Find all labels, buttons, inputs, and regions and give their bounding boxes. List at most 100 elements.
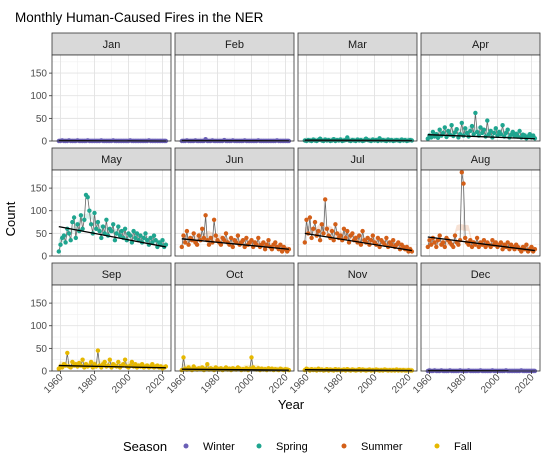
data-point (474, 129, 480, 135)
data-point (321, 231, 326, 236)
data-point (228, 235, 234, 241)
data-point (481, 127, 487, 132)
data-point (488, 244, 493, 250)
data-point (242, 244, 247, 250)
data-point (435, 238, 441, 243)
data-point (384, 235, 389, 241)
trend-line (304, 232, 413, 252)
series-line (58, 193, 167, 252)
x-tick-label: 1960 (165, 372, 189, 396)
data-point (469, 123, 475, 129)
data-point (68, 238, 73, 243)
y-tick-label: 50 (36, 114, 48, 125)
data-point (319, 222, 324, 227)
data-point (469, 244, 475, 250)
facet-strip-label: Feb (225, 39, 244, 51)
data-point (375, 235, 381, 241)
y-tick-label: 0 (41, 137, 47, 148)
x-tick-label: 2020 (513, 372, 537, 396)
data-point (184, 228, 190, 234)
data-point (153, 238, 158, 243)
panel-border (297, 54, 418, 142)
facet-strip-label: Aug (471, 154, 491, 166)
facet-strip-label: Apr (472, 39, 489, 51)
data-point (483, 244, 488, 250)
y-tick-label: 150 (30, 184, 47, 195)
data-point (529, 244, 534, 250)
data-point (181, 233, 186, 238)
x-tick-label: 2020 (390, 372, 414, 396)
data-point (205, 362, 210, 367)
data-point (331, 238, 336, 243)
data-point (71, 215, 77, 220)
data-point (85, 195, 90, 200)
facet-strip-label: Sep (102, 269, 122, 281)
x-tick-label: 1980 (76, 372, 100, 396)
data-point (358, 242, 364, 247)
data-point (116, 359, 121, 365)
data-point (99, 235, 104, 241)
x-tick-label: 1980 (445, 372, 469, 396)
x-tick-label: 2000 (479, 372, 503, 396)
data-point (66, 231, 72, 236)
trend-line (58, 364, 166, 369)
data-point (430, 129, 436, 135)
data-point (262, 247, 268, 252)
data-point (425, 244, 430, 250)
data-point (261, 240, 266, 245)
facet-strip-label: Dec (471, 269, 491, 281)
data-point (100, 224, 106, 229)
data-point (432, 240, 437, 245)
legend: Season Winter Spring Summer Fall (123, 439, 472, 454)
trend-line (427, 134, 535, 140)
data-point (461, 181, 466, 186)
data-point (404, 244, 409, 250)
data-point (368, 238, 374, 243)
data-point (95, 219, 101, 225)
data-point (396, 240, 401, 245)
data-point (114, 231, 119, 236)
data-point (211, 217, 217, 222)
facet-strip-label: Mar (348, 39, 367, 51)
x-tick-label: 1980 (322, 372, 346, 396)
data-point (311, 226, 316, 231)
data-point (478, 125, 483, 130)
data-point (505, 127, 510, 132)
data-point (307, 215, 313, 220)
data-point (95, 348, 101, 353)
data-point (456, 242, 461, 247)
data-point (437, 233, 442, 238)
data-point (500, 123, 505, 128)
data-point (440, 130, 446, 136)
data-point (56, 249, 61, 254)
data-point (148, 235, 153, 241)
data-point (88, 359, 94, 365)
legend-key-spring (256, 443, 262, 449)
data-point (109, 228, 114, 234)
data-point (240, 238, 246, 243)
data-point (133, 235, 138, 241)
y-tick-label: 50 (36, 344, 48, 355)
data-point (75, 222, 80, 227)
y-tick-label: 100 (30, 206, 47, 217)
data-point (230, 244, 235, 250)
trend-line (181, 368, 289, 371)
data-point (201, 235, 207, 241)
data-point (200, 226, 205, 231)
trend-line (58, 225, 167, 248)
data-point (517, 128, 522, 134)
data-point (117, 233, 123, 238)
series-line (304, 199, 413, 253)
data-point (391, 238, 396, 243)
data-point (481, 238, 487, 243)
data-point (312, 219, 318, 225)
data-point (338, 233, 343, 238)
data-point (256, 235, 261, 241)
data-point (468, 128, 473, 134)
data-point (323, 197, 328, 202)
data-point (223, 231, 229, 236)
data-point (434, 244, 439, 250)
data-point (70, 219, 75, 225)
data-point (244, 235, 249, 241)
